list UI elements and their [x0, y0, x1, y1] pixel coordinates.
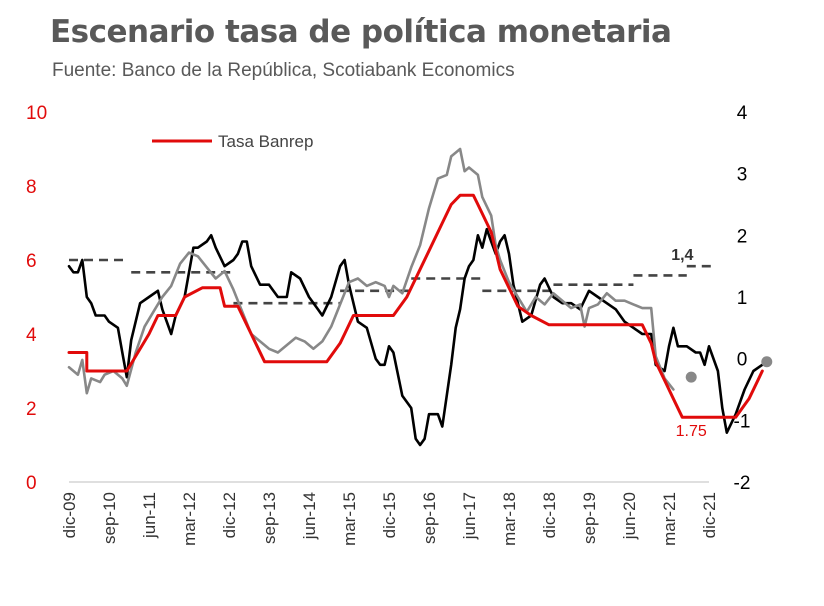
left-tick-label: 8 — [26, 177, 37, 198]
x-tick-label: mar-21 — [660, 492, 679, 546]
annotation-label: 1.75 — [676, 423, 707, 440]
chart-title: Escenario tasa de política monetaria — [50, 14, 672, 50]
right-tick-label: 2 — [737, 226, 748, 247]
chart-subtitle: Fuente: Banco de la República, Scotiaban… — [52, 60, 515, 81]
series-line — [67, 193, 764, 419]
point-markers — [685, 356, 773, 383]
x-tick-label: dic-09 — [60, 492, 79, 538]
dashed-reference-lines — [69, 258, 714, 305]
x-tick-label: dic-21 — [700, 492, 719, 538]
legend: Tasa Banrep — [152, 132, 313, 151]
x-tick-label: jun-20 — [620, 492, 639, 540]
series-line — [67, 227, 764, 447]
series-line — [67, 147, 675, 395]
x-tick-label: dic-12 — [220, 492, 239, 538]
x-tick-label: mar-18 — [500, 492, 519, 546]
left-tick-label: 0 — [26, 473, 37, 494]
x-tick-label: sep-13 — [260, 492, 279, 544]
right-tick-label: 0 — [737, 350, 748, 371]
left-y-axis: 0 2 4 6 8 10 — [26, 103, 47, 494]
x-tick-label: mar-15 — [340, 492, 359, 546]
legend-label: Tasa Banrep — [218, 132, 313, 151]
left-tick-label: 2 — [26, 399, 37, 420]
x-tick-label: jun-11 — [140, 492, 159, 539]
left-tick-label: 6 — [26, 251, 37, 272]
x-tick-label: dic-15 — [380, 492, 399, 538]
right-tick-label: -2 — [734, 473, 751, 494]
right-tick-label: 1 — [737, 288, 748, 309]
x-tick-label: jun-17 — [460, 492, 479, 540]
x-tick-label: sep-19 — [580, 492, 599, 544]
annotation-label: 1,4 — [671, 247, 693, 264]
left-tick-label: 10 — [26, 103, 47, 124]
left-tick-label: 4 — [26, 325, 37, 346]
series-lines — [67, 147, 764, 447]
x-tick-label: sep-16 — [420, 492, 439, 544]
right-tick-label: 3 — [737, 165, 748, 186]
point-marker — [761, 356, 773, 368]
x-axis: dic-09 sep-10 jun-11 mar-12 dic-12 sep-13 jun-… — [60, 481, 719, 546]
point-marker — [685, 371, 697, 383]
annotations: 1,4 1.75 — [671, 247, 707, 440]
x-tick-label: dic-18 — [540, 492, 559, 538]
x-tick-label: sep-10 — [100, 492, 119, 544]
x-tick-label: jun-14 — [300, 492, 319, 540]
x-tick-label: mar-12 — [180, 492, 199, 546]
right-tick-label: 4 — [737, 103, 748, 124]
